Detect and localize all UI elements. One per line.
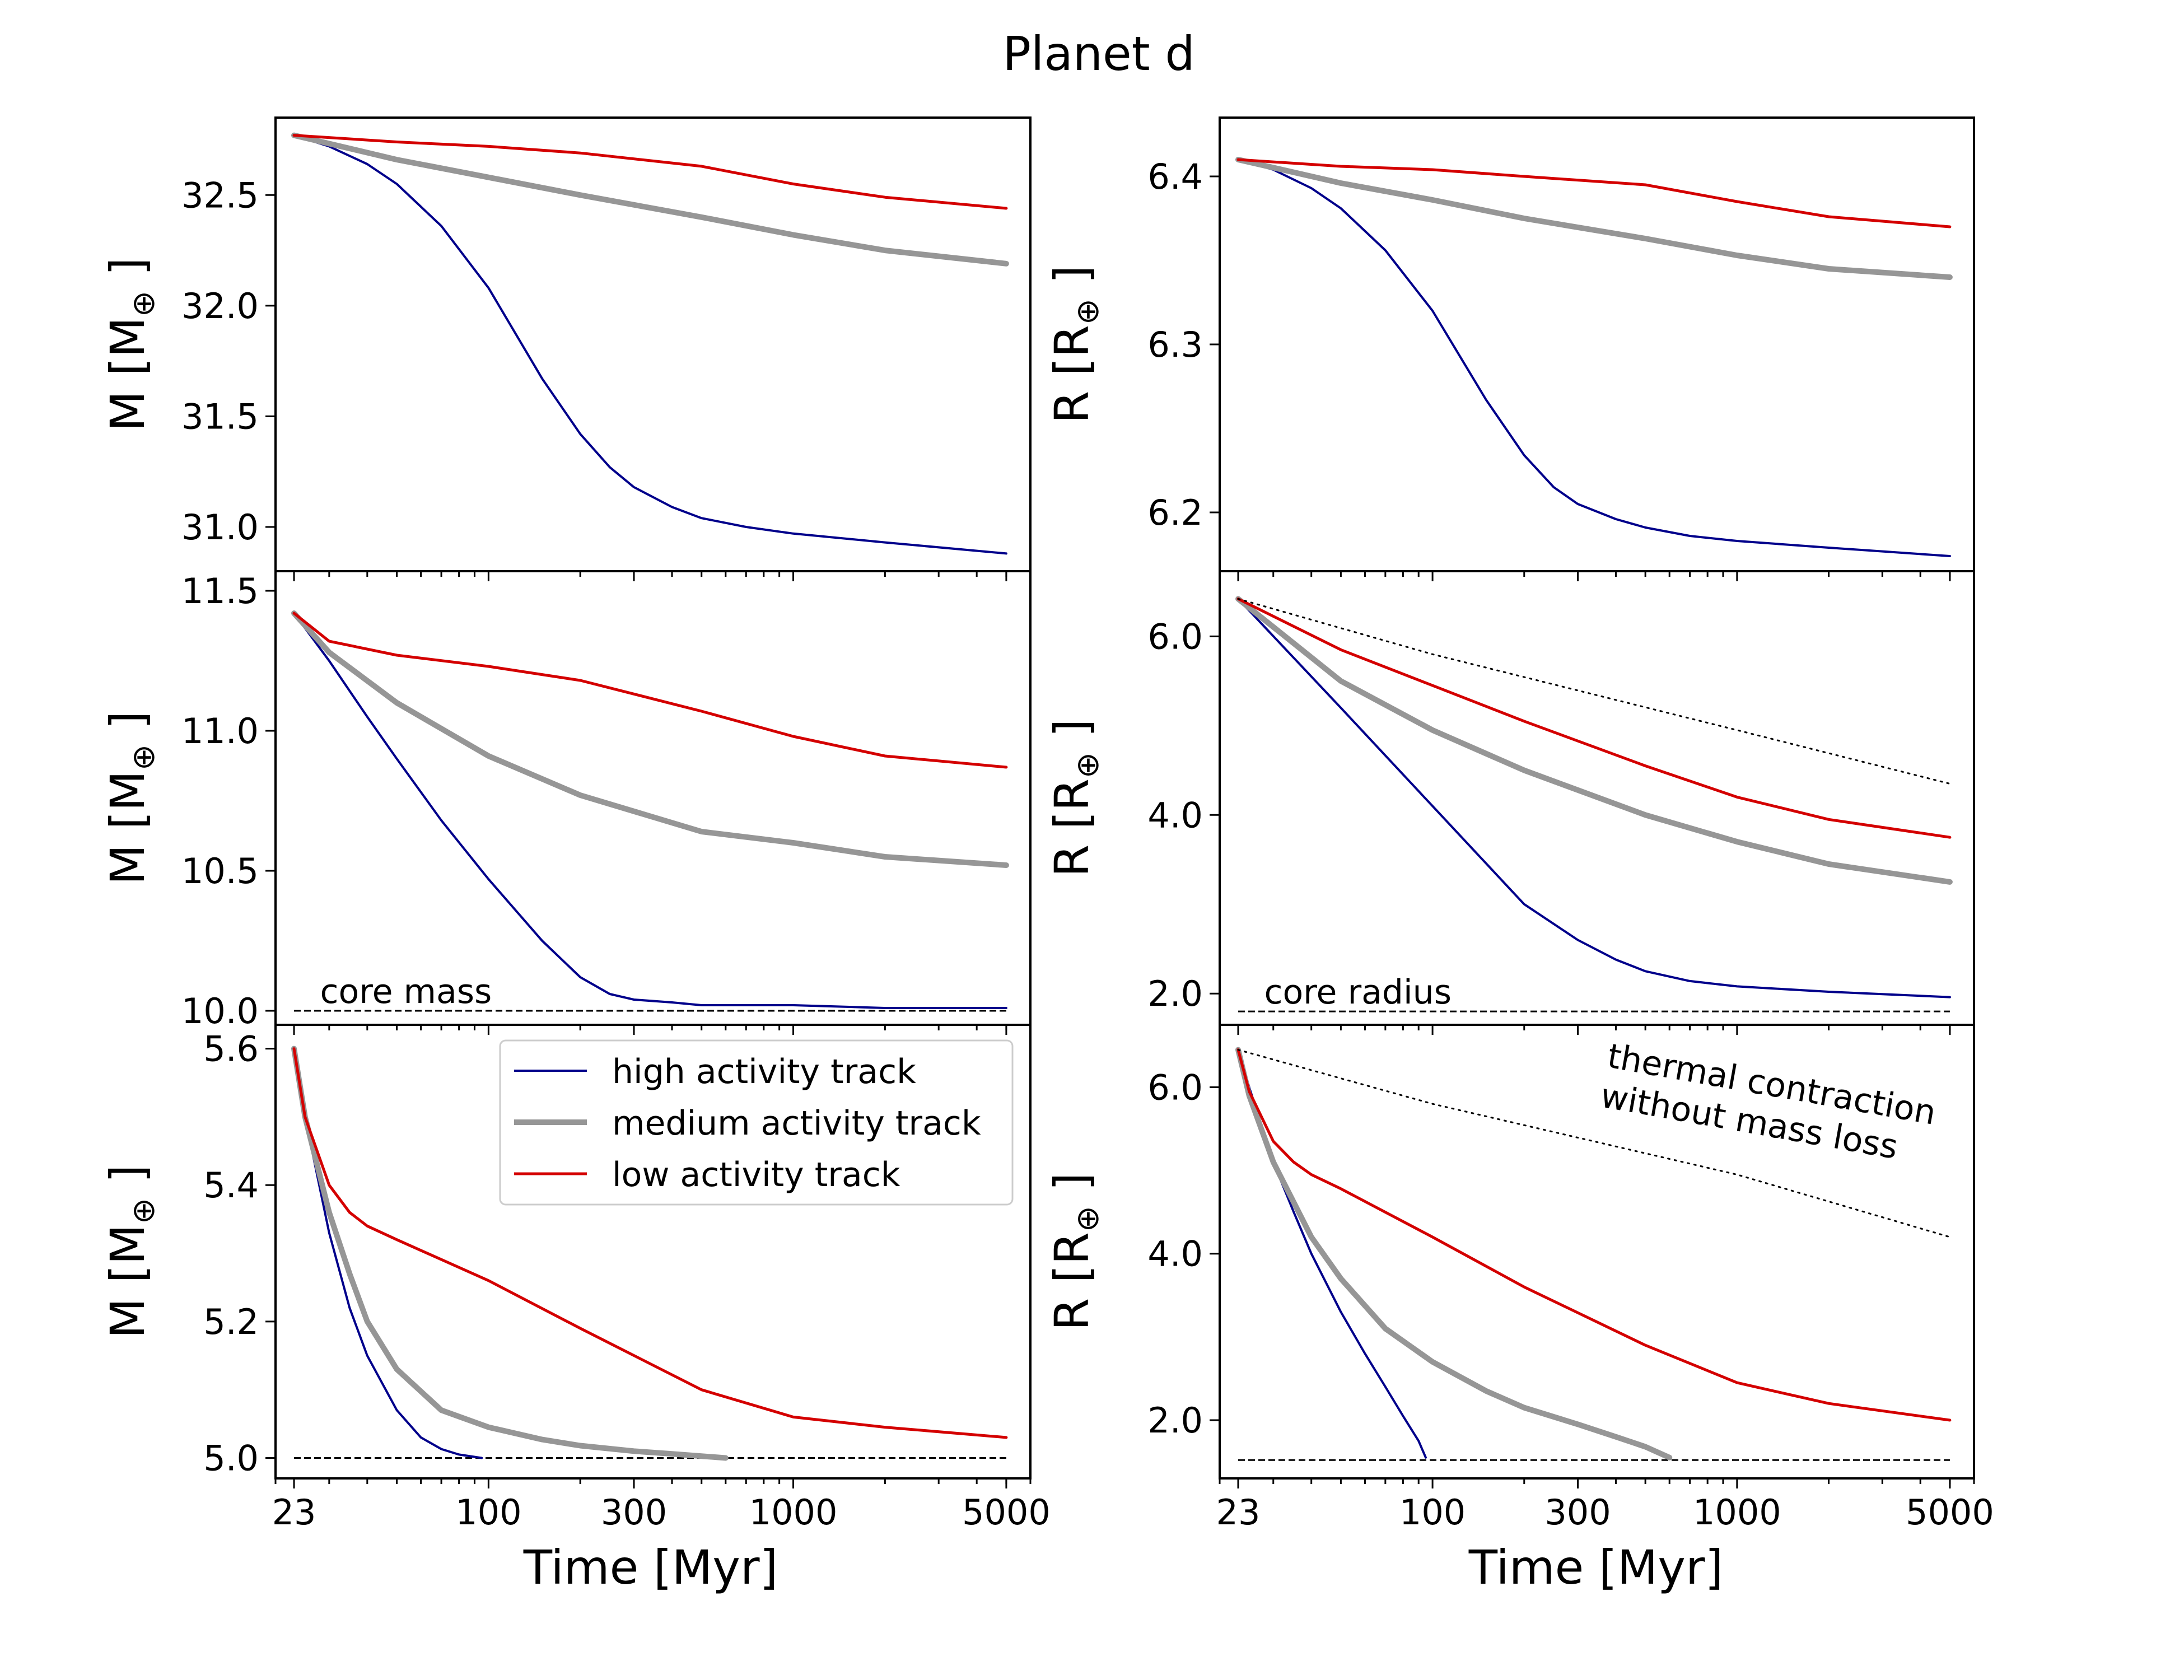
high-activity-track-series [293, 612, 1007, 1009]
y-axis-title: M [M⊕ ] [100, 711, 162, 885]
high-activity-track-series [293, 1047, 483, 1459]
y-tick-label: 6.2 [1147, 492, 1203, 533]
x-tick-label: 5000 [1906, 1492, 1994, 1533]
x-tick-label: 5000 [962, 1492, 1051, 1533]
x-tick-label: 23 [1216, 1492, 1261, 1533]
panel-middle-right: 2.0 4.0 6.0 R [R⊕ ] core radius [1044, 570, 1975, 1035]
y-axis-title-main: M [M [100, 771, 155, 885]
y-axis-title-subscript: ⊕ [1070, 752, 1106, 778]
legend-label: high activity track [612, 1052, 916, 1091]
high-activity-track-series [1237, 1048, 1427, 1459]
y-tick-label: 10.0 [181, 991, 259, 1032]
dotted-reference-curve-series [1237, 1049, 1951, 1238]
y-axis-title-subscript: ⊕ [125, 744, 162, 771]
y-axis-title: M [M⊕ ] [100, 1165, 162, 1339]
y-axis-title-main: M [M [100, 317, 155, 431]
y-axis-title-subscript: ⊕ [1070, 1206, 1106, 1232]
medium-activity-track-series [1235, 1047, 1673, 1460]
y-tick-label: 2.0 [1147, 1400, 1203, 1441]
y-axis-title-end: ] [100, 1165, 155, 1198]
x-tick-label: 1000 [749, 1492, 838, 1533]
figure-title: Planet d [1002, 26, 1194, 81]
low-activity-track-series [292, 134, 1008, 210]
high-activity-track-series [293, 134, 1007, 555]
y-tick-label: 4.0 [1147, 1234, 1203, 1275]
y-tick-label: 4.0 [1147, 795, 1203, 836]
axes-frame [1219, 1024, 1975, 1480]
y-axis-title-subscript: ⊕ [125, 291, 162, 317]
y-axis-title-end: ] [100, 258, 155, 291]
axes-frame [1219, 116, 1975, 572]
y-tick-label: 32.5 [181, 175, 259, 216]
y-tick-label: 31.0 [181, 507, 259, 548]
y-axis-title-end: ] [1044, 719, 1099, 752]
y-axis-title-main: R [R [1044, 778, 1099, 877]
low-activity-track-series [1236, 1048, 1952, 1422]
y-tick-label: 5.4 [203, 1165, 259, 1206]
axes-frame [274, 570, 1032, 1026]
low-activity-track-series [1236, 597, 1952, 839]
y-tick-label: 5.2 [203, 1301, 259, 1342]
y-axis-title-main: M [M [100, 1224, 155, 1338]
y-axis-title: M [M⊕ ] [100, 258, 162, 432]
panel-middle-left: 10.0 10.5 11.0 11.5 M [M⊕ ] core mass [100, 570, 1032, 1035]
x-axis-title-right: Time [Myr] [1468, 1540, 1724, 1595]
medium-activity-track-series [1235, 157, 1953, 280]
y-axis-title: R [R⊕ ] [1044, 719, 1106, 878]
low-activity-track-series [1236, 158, 1952, 228]
legend: high activity track medium activity track… [499, 1039, 1014, 1206]
x-tick-label: 1000 [1693, 1492, 1781, 1533]
y-axis-title-subscript: ⊕ [1070, 298, 1106, 325]
y-tick-label: 32.0 [181, 286, 259, 326]
y-axis-title-end: ] [1044, 1173, 1099, 1206]
panels-layer: 31.031.532.032.5M [M⊕ ]6.26.36.4R [R⊕ ]1… [100, 116, 1994, 1533]
y-tick-label: 11.0 [181, 711, 259, 752]
y-axis-title-end: ] [100, 711, 155, 744]
x-tick-label: 23 [272, 1492, 316, 1533]
y-tick-label: 11.5 [181, 571, 259, 612]
legend-box [499, 1039, 1014, 1206]
axes-frame [274, 1024, 1032, 1480]
x-tick-label: 100 [455, 1492, 521, 1533]
panel-bottom-right: 23 100 300 1000 5000 2.0 4.0 6.0 R [R⊕ ] thermal … [1044, 1024, 1994, 1533]
medium-activity-track-series [1235, 596, 1953, 885]
annotation-text: thermal contractionwithout mass loss [1598, 1037, 1939, 1173]
axes-frame [274, 116, 1032, 572]
x-tick-label: 300 [1544, 1492, 1611, 1533]
high-activity-track-series [1237, 598, 1951, 998]
low-activity-track-series [292, 612, 1008, 769]
panel-top-right: 6.2 6.3 6.4 R [R⊕ ] [1044, 116, 1975, 581]
y-tick-label: 6.0 [1147, 1067, 1203, 1108]
annotation-text: core radius [1264, 973, 1452, 1012]
low-activity-track-series [292, 1047, 1008, 1439]
y-axis-title: R [R⊕ ] [1044, 1173, 1106, 1331]
annotation-text: core mass [320, 972, 492, 1011]
dotted-reference-curve-series [1237, 598, 1951, 785]
y-tick-label: 6.4 [1147, 156, 1203, 197]
panel-bottom-left: 23 100 300 1000 5000 5.0 5.2 5.4 5.6 M [M⊕ ] [100, 1024, 1051, 1533]
y-axis-title-subscript: ⊕ [125, 1198, 162, 1224]
medium-activity-track-series [291, 610, 1009, 868]
y-tick-label: 31.5 [181, 396, 259, 437]
y-tick-label: 5.0 [203, 1438, 259, 1478]
high-activity-track-series [1237, 158, 1951, 557]
y-axis-title-main: R [R [1044, 325, 1099, 423]
legend-label: low activity track [612, 1155, 900, 1194]
y-axis-title: R [R⊕ ] [1044, 265, 1106, 424]
y-tick-label: 6.3 [1147, 324, 1203, 365]
y-tick-label: 6.0 [1147, 616, 1203, 657]
x-axis-title-left: Time [Myr] [523, 1540, 778, 1595]
panel-top-left: 31.0 31.5 32.0 32.5 M [M⊕ ] [100, 116, 1032, 581]
x-tick-label: 300 [601, 1492, 667, 1533]
y-tick-label: 2.0 [1147, 973, 1203, 1014]
y-tick-label: 10.5 [181, 851, 259, 892]
y-axis-title-end: ] [1044, 265, 1099, 298]
legend-label: medium activity track [612, 1104, 981, 1143]
medium-activity-track-series [291, 1046, 729, 1461]
medium-activity-track-series [291, 132, 1009, 267]
x-tick-label: 100 [1399, 1492, 1466, 1533]
y-tick-label: 5.6 [203, 1029, 259, 1070]
y-axis-title-main: R [R [1044, 1232, 1099, 1331]
